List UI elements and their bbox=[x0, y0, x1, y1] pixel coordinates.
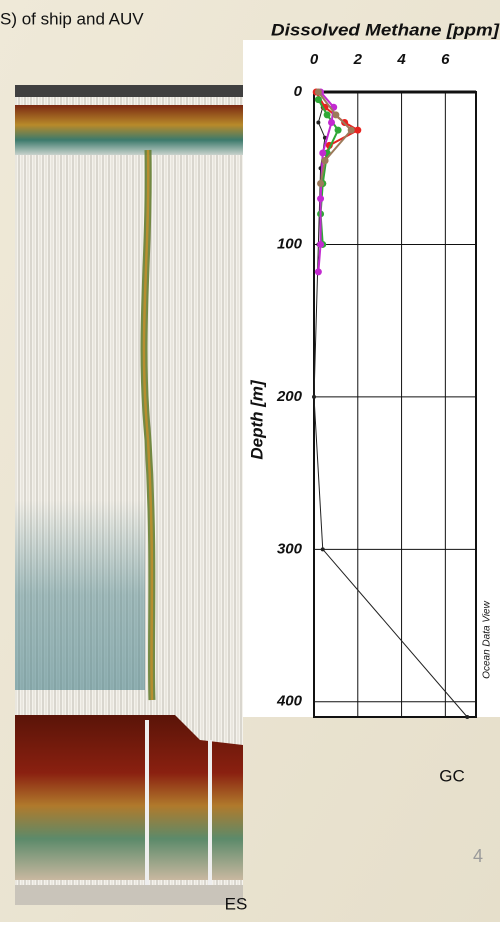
x-tick-label: 0 bbox=[310, 51, 319, 68]
profile-point bbox=[314, 88, 322, 96]
y-tick-label: 100 bbox=[277, 235, 303, 252]
chart-title: Dissolved Methane [ppm] bbox=[271, 20, 500, 39]
profile-point bbox=[323, 111, 331, 119]
profile-point bbox=[347, 126, 355, 134]
label-gc: GC bbox=[439, 766, 465, 785]
profile-point bbox=[465, 715, 470, 719]
x-tick-label: 2 bbox=[353, 51, 363, 68]
y-axis-label: Depth [m] bbox=[247, 379, 266, 460]
page-number: 4 bbox=[473, 846, 483, 866]
x-tick-label: 4 bbox=[396, 51, 406, 68]
profile-point bbox=[312, 394, 316, 399]
profile-point bbox=[321, 157, 329, 165]
watermark: Ocean Data View bbox=[482, 600, 493, 678]
y-tick-label: 0 bbox=[294, 83, 303, 100]
x-tick-label: 6 bbox=[441, 51, 450, 68]
profile-point bbox=[317, 179, 325, 187]
y-tick-label: 300 bbox=[277, 540, 303, 557]
profile-point bbox=[320, 547, 325, 552]
profile-point bbox=[314, 96, 322, 104]
header-text: S) of ship and AUV bbox=[0, 9, 144, 28]
chart-panel bbox=[243, 40, 500, 717]
profile-point bbox=[354, 126, 362, 134]
profile-point bbox=[317, 240, 325, 248]
profile-point bbox=[332, 111, 340, 119]
profile-point bbox=[316, 120, 321, 125]
label-es: ES bbox=[225, 894, 248, 913]
profile-point bbox=[314, 268, 322, 276]
y-tick-label: 400 bbox=[276, 693, 303, 710]
profile-point bbox=[334, 126, 342, 134]
echogram bbox=[15, 85, 243, 905]
y-tick-label: 200 bbox=[276, 388, 303, 405]
profile-point bbox=[319, 149, 327, 157]
profile-point bbox=[317, 195, 325, 203]
profile-point bbox=[328, 118, 336, 126]
